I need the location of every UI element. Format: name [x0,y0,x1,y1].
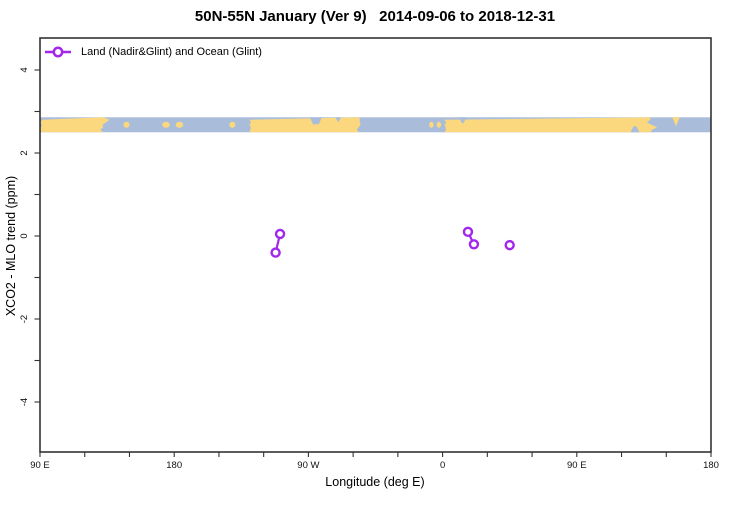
x-tick-label: 90 W [297,460,319,471]
x-tick-label: 90 E [567,460,587,471]
map-strip-ocean-notch [335,117,342,123]
map-strip-land [249,117,361,133]
map-strip-ocean-notch [309,117,322,125]
map-strip-island [429,121,434,128]
map-strip-ocean-notch [630,126,640,133]
data-point [274,228,286,240]
map-strip-ocean-notch [459,117,467,124]
legend-marker-icon [44,46,72,58]
x-axis-label: Longitude (deg E) [325,475,425,489]
map-strip-island [672,117,680,127]
map-strip-island [123,121,130,128]
plot-frame [39,37,712,453]
map-strip-island [175,121,184,128]
map-strip-island [162,121,170,128]
data-point [504,239,515,251]
data-point [462,226,474,238]
map-strip-land [40,117,110,133]
legend: Land (Nadir&Glint) and Ocean (Glint) [44,46,262,58]
x-tick-label: 90 E [30,460,50,471]
data-point [270,247,281,258]
y-tick-label: 2 [19,150,30,155]
legend-label: Land (Nadir&Glint) and Ocean (Glint) [81,46,262,58]
y-tick-label: -2 [19,315,30,323]
map-strip-island [436,121,442,128]
y-axis-label: XCO2 - MLO trend (ppm) [4,175,18,317]
map-strip-land [444,117,658,133]
map-strip-island [229,121,236,128]
x-tick-label: 180 [703,460,719,471]
y-tick-label: 4 [19,67,30,72]
x-tick-label: 180 [166,460,182,471]
chart-title: 50N-55N January (Ver 9) 2014-09-06 to 20… [194,8,556,25]
data-point [468,239,480,250]
y-tick-label: 0 [19,233,30,238]
y-tick-label: -4 [19,398,30,406]
x-tick-label: 0 [440,460,445,471]
